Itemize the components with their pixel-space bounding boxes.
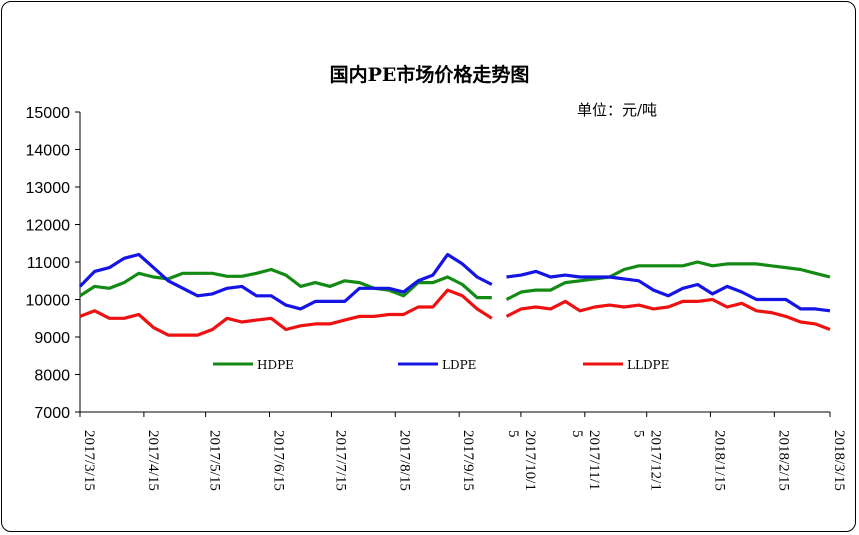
x-tick-label: 2017/4/15 xyxy=(145,430,161,491)
x-tick-label: 2017/5/15 xyxy=(207,430,223,491)
series-line-ldpe-part2 xyxy=(506,269,831,313)
x-tick-label: 2017/6/15 xyxy=(271,430,287,491)
x-tick-label: 2017/9/15 xyxy=(460,430,476,491)
y-tick-label: 7000 xyxy=(34,405,70,422)
y-tick-label: 8000 xyxy=(34,368,70,385)
y-tick-label: 15000 xyxy=(26,105,71,122)
x-tick-label: 2017/7/15 xyxy=(332,430,348,491)
series-line-lldpe-part2 xyxy=(505,297,831,331)
x-tick-label: 2018/3/15 xyxy=(831,430,847,491)
x-tick-label: 2018/1/15 xyxy=(711,430,727,491)
series-line-hdpe-part2 xyxy=(505,260,831,301)
y-tick-label: 14000 xyxy=(26,143,71,160)
x-tick-label: 2017/11/15 xyxy=(569,430,602,490)
y-tick-label: 12000 xyxy=(26,218,71,235)
y-tick-label: 13000 xyxy=(26,180,71,197)
x-tick-label: 2017/3/15 xyxy=(81,430,97,491)
x-tick-label: 2017/12/15 xyxy=(631,430,664,491)
legend-label-hdpe: HDPE xyxy=(257,358,294,372)
y-tick-label: 10000 xyxy=(26,293,71,310)
legend-label-lldpe: LLDPE xyxy=(627,358,669,372)
series-line-hdpe-part1 xyxy=(79,267,492,300)
series-line-ldpe-part1 xyxy=(78,252,493,311)
chart-title: 国内PE市场价格走势图 xyxy=(329,64,530,86)
y-tick-label: 11000 xyxy=(27,255,70,272)
x-tick-label: 2017/8/15 xyxy=(396,430,412,491)
x-tick-label: 2018/2/15 xyxy=(775,430,791,491)
x-tick-label: 2017/10/15 xyxy=(505,430,538,491)
unit-label: 单位：元/吨 xyxy=(577,101,658,119)
y-tick-label: 9000 xyxy=(34,330,70,347)
legend-label-ldpe: LDPE xyxy=(442,358,476,372)
series-line-lldpe-part1 xyxy=(79,288,493,337)
